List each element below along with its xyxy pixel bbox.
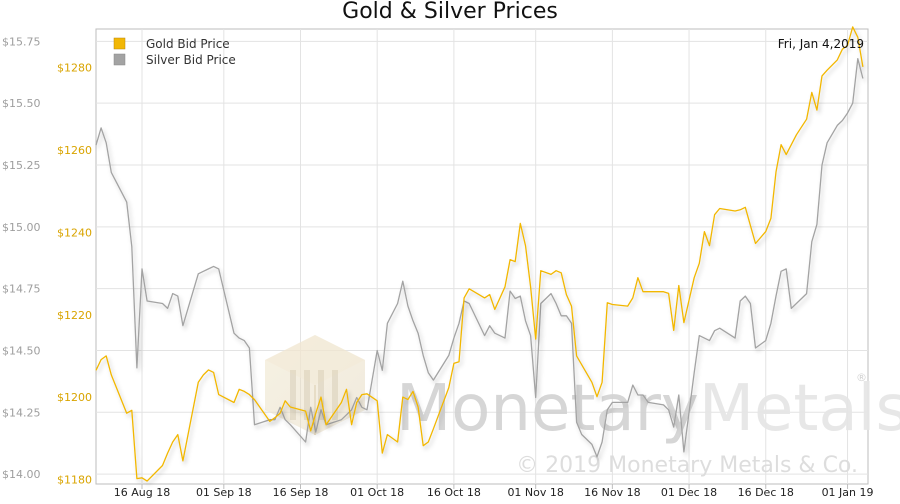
- y-inner-tick-label: $1180: [57, 473, 92, 486]
- legend-item-silver[interactable]: Silver Bid Price: [113, 53, 236, 67]
- silver-price-line: [95, 58, 864, 458]
- watermark: MonetaryMetals ® © 2019 Monetary Metals …: [265, 335, 900, 478]
- x-tick-label: 01 Oct 18: [350, 486, 404, 499]
- watermark-brand: MonetaryMetals: [396, 372, 900, 446]
- y-left-tick-label: $14.25: [2, 406, 41, 419]
- y-inner-tick-label: $1260: [57, 144, 92, 157]
- y-left-tick-label: $15.25: [2, 159, 41, 172]
- y-left-tick-label: $15.75: [2, 35, 41, 48]
- y-inner-tick-label: $1280: [57, 62, 92, 75]
- y-left-tick-label: $14.75: [2, 283, 41, 296]
- legend-item-gold[interactable]: Gold Bid Price: [113, 37, 230, 51]
- watermark-registered: ®: [856, 371, 867, 384]
- y-inner-tick-label: $1200: [57, 391, 92, 404]
- legend: Gold Bid Price Silver Bid Price: [113, 37, 236, 67]
- plot-area: [95, 28, 869, 485]
- x-tick-label: 16 Oct 18: [427, 486, 481, 499]
- legend-label-silver: Silver Bid Price: [146, 53, 236, 67]
- x-tick-label: 16 Dec 18: [738, 486, 794, 499]
- watermark-copyright: © 2019 Monetary Metals & Co.: [516, 453, 858, 478]
- x-tick-label: 16 Sep 18: [273, 486, 329, 499]
- x-tick-label: 01 Nov 18: [507, 486, 563, 499]
- y-inner-tick-label: $1240: [57, 226, 92, 239]
- legend-swatch-silver: [113, 53, 126, 66]
- chart-title: Gold & Silver Prices: [342, 0, 558, 24]
- axes-layer: 16 Aug 18 01 Sep 18 16 Sep 18 01 Oct 18 16 O…: [2, 35, 874, 499]
- legend-swatch-gold: [113, 37, 126, 50]
- y-left-tick-label: $15.00: [2, 221, 41, 234]
- y-left-tick-label: $14.00: [2, 468, 41, 481]
- y-inner-tick-label: $1220: [57, 309, 92, 322]
- date-label: Fri, Jan 4,2019: [778, 37, 864, 51]
- y-left-tick-label: $14.50: [2, 344, 41, 357]
- watermark-logo-icon: [265, 335, 365, 435]
- gold-price-line: [95, 26, 864, 482]
- series-layer: [95, 26, 864, 482]
- x-tick-label: 16 Aug 18: [114, 486, 170, 499]
- grid: [96, 29, 868, 484]
- x-tick-label: 01 Jan 19: [822, 486, 874, 499]
- x-tick-label: 16 Nov 18: [584, 486, 640, 499]
- legend-label-gold: Gold Bid Price: [146, 37, 230, 51]
- x-tick-label: 01 Dec 18: [661, 486, 717, 499]
- y-left-tick-label: $15.50: [2, 97, 41, 110]
- x-tick-label: 01 Sep 18: [196, 486, 252, 499]
